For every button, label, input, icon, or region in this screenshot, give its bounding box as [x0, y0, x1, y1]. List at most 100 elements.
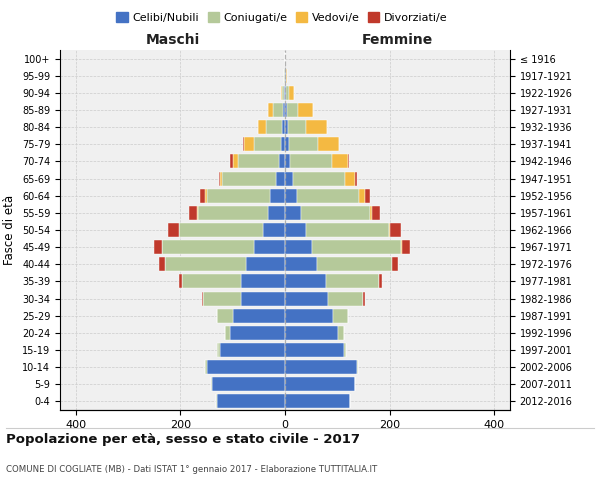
Bar	[266, 120, 283, 134]
Legend: Celibi/Nubili, Coniugati/e, Vedovi/e, Divorziati/e: Celibi/Nubili, Coniugati/e, Vedovi/e, Di…	[112, 8, 452, 28]
Bar	[365, 188, 370, 202]
Bar	[179, 274, 182, 288]
Bar	[230, 326, 285, 340]
Bar	[217, 343, 220, 357]
Bar	[205, 360, 206, 374]
Bar	[225, 326, 230, 340]
Bar	[293, 172, 345, 185]
Bar	[169, 223, 179, 237]
Bar	[298, 103, 313, 117]
Bar	[285, 394, 350, 408]
Bar	[244, 138, 254, 151]
Bar	[279, 154, 285, 168]
Bar	[285, 103, 287, 117]
Bar	[326, 274, 379, 288]
Bar	[271, 188, 285, 202]
Y-axis label: Fasce di età: Fasce di età	[4, 195, 16, 265]
Bar	[285, 138, 289, 151]
Bar	[242, 138, 244, 151]
Text: COMUNE DI COGLIATE (MB) - Dati ISTAT 1° gennaio 2017 - Elaborazione TUTTITALIA.I: COMUNE DI COGLIATE (MB) - Dati ISTAT 1° …	[6, 466, 377, 474]
Bar	[282, 86, 284, 100]
Bar	[285, 360, 357, 374]
Bar	[283, 120, 285, 134]
Bar	[390, 223, 401, 237]
Bar	[338, 326, 344, 340]
Bar	[241, 274, 285, 288]
Bar	[370, 206, 373, 220]
Bar	[296, 188, 359, 202]
Bar	[217, 394, 285, 408]
Bar	[373, 206, 380, 220]
Bar	[290, 154, 332, 168]
Bar	[328, 292, 364, 306]
Text: Popolazione per età, sesso e stato civile - 2017: Popolazione per età, sesso e stato civil…	[6, 432, 360, 446]
Bar	[254, 138, 281, 151]
Bar	[301, 206, 370, 220]
Bar	[379, 274, 382, 288]
Bar	[258, 120, 266, 134]
Bar	[246, 258, 285, 272]
Bar	[306, 120, 327, 134]
Bar	[241, 292, 285, 306]
Bar	[285, 240, 312, 254]
Bar	[285, 206, 301, 220]
Bar	[233, 154, 238, 168]
Bar	[355, 172, 357, 185]
Bar	[189, 206, 197, 220]
Bar	[332, 154, 348, 168]
Bar	[160, 258, 164, 272]
Text: Maschi: Maschi	[145, 32, 200, 46]
Bar	[206, 188, 271, 202]
Bar	[287, 103, 298, 117]
Bar	[318, 138, 339, 151]
Bar	[268, 206, 285, 220]
Bar	[220, 343, 285, 357]
Bar	[317, 258, 392, 272]
Bar	[333, 308, 348, 322]
Text: Femmine: Femmine	[362, 32, 433, 46]
Bar	[218, 172, 220, 185]
Bar	[289, 138, 318, 151]
Bar	[217, 308, 233, 322]
Bar	[274, 103, 283, 117]
Bar	[285, 154, 290, 168]
Bar	[345, 172, 355, 185]
Bar	[401, 240, 402, 254]
Bar	[285, 292, 328, 306]
Bar	[281, 86, 282, 100]
Bar	[285, 188, 296, 202]
Bar	[281, 138, 285, 151]
Bar	[179, 223, 263, 237]
Bar	[285, 274, 326, 288]
Bar	[287, 120, 306, 134]
Bar	[285, 326, 338, 340]
Bar	[254, 240, 285, 254]
Bar	[306, 223, 389, 237]
Bar	[359, 188, 365, 202]
Bar	[162, 240, 254, 254]
Bar	[286, 68, 287, 82]
Bar	[154, 240, 161, 254]
Bar	[197, 206, 268, 220]
Bar	[275, 172, 285, 185]
Bar	[285, 258, 317, 272]
Bar	[285, 172, 293, 185]
Bar	[289, 86, 294, 100]
Bar	[344, 343, 346, 357]
Bar	[285, 223, 306, 237]
Bar	[312, 240, 401, 254]
Bar	[283, 103, 285, 117]
Bar	[285, 343, 344, 357]
Bar	[389, 223, 390, 237]
Bar	[206, 360, 285, 374]
Bar	[212, 378, 285, 392]
Bar	[230, 154, 233, 168]
Bar	[203, 292, 241, 306]
Bar	[220, 172, 222, 185]
Bar	[348, 154, 349, 168]
Bar	[402, 240, 410, 254]
Bar	[285, 120, 287, 134]
Bar	[233, 308, 285, 322]
Bar	[285, 86, 286, 100]
Bar	[357, 360, 358, 374]
